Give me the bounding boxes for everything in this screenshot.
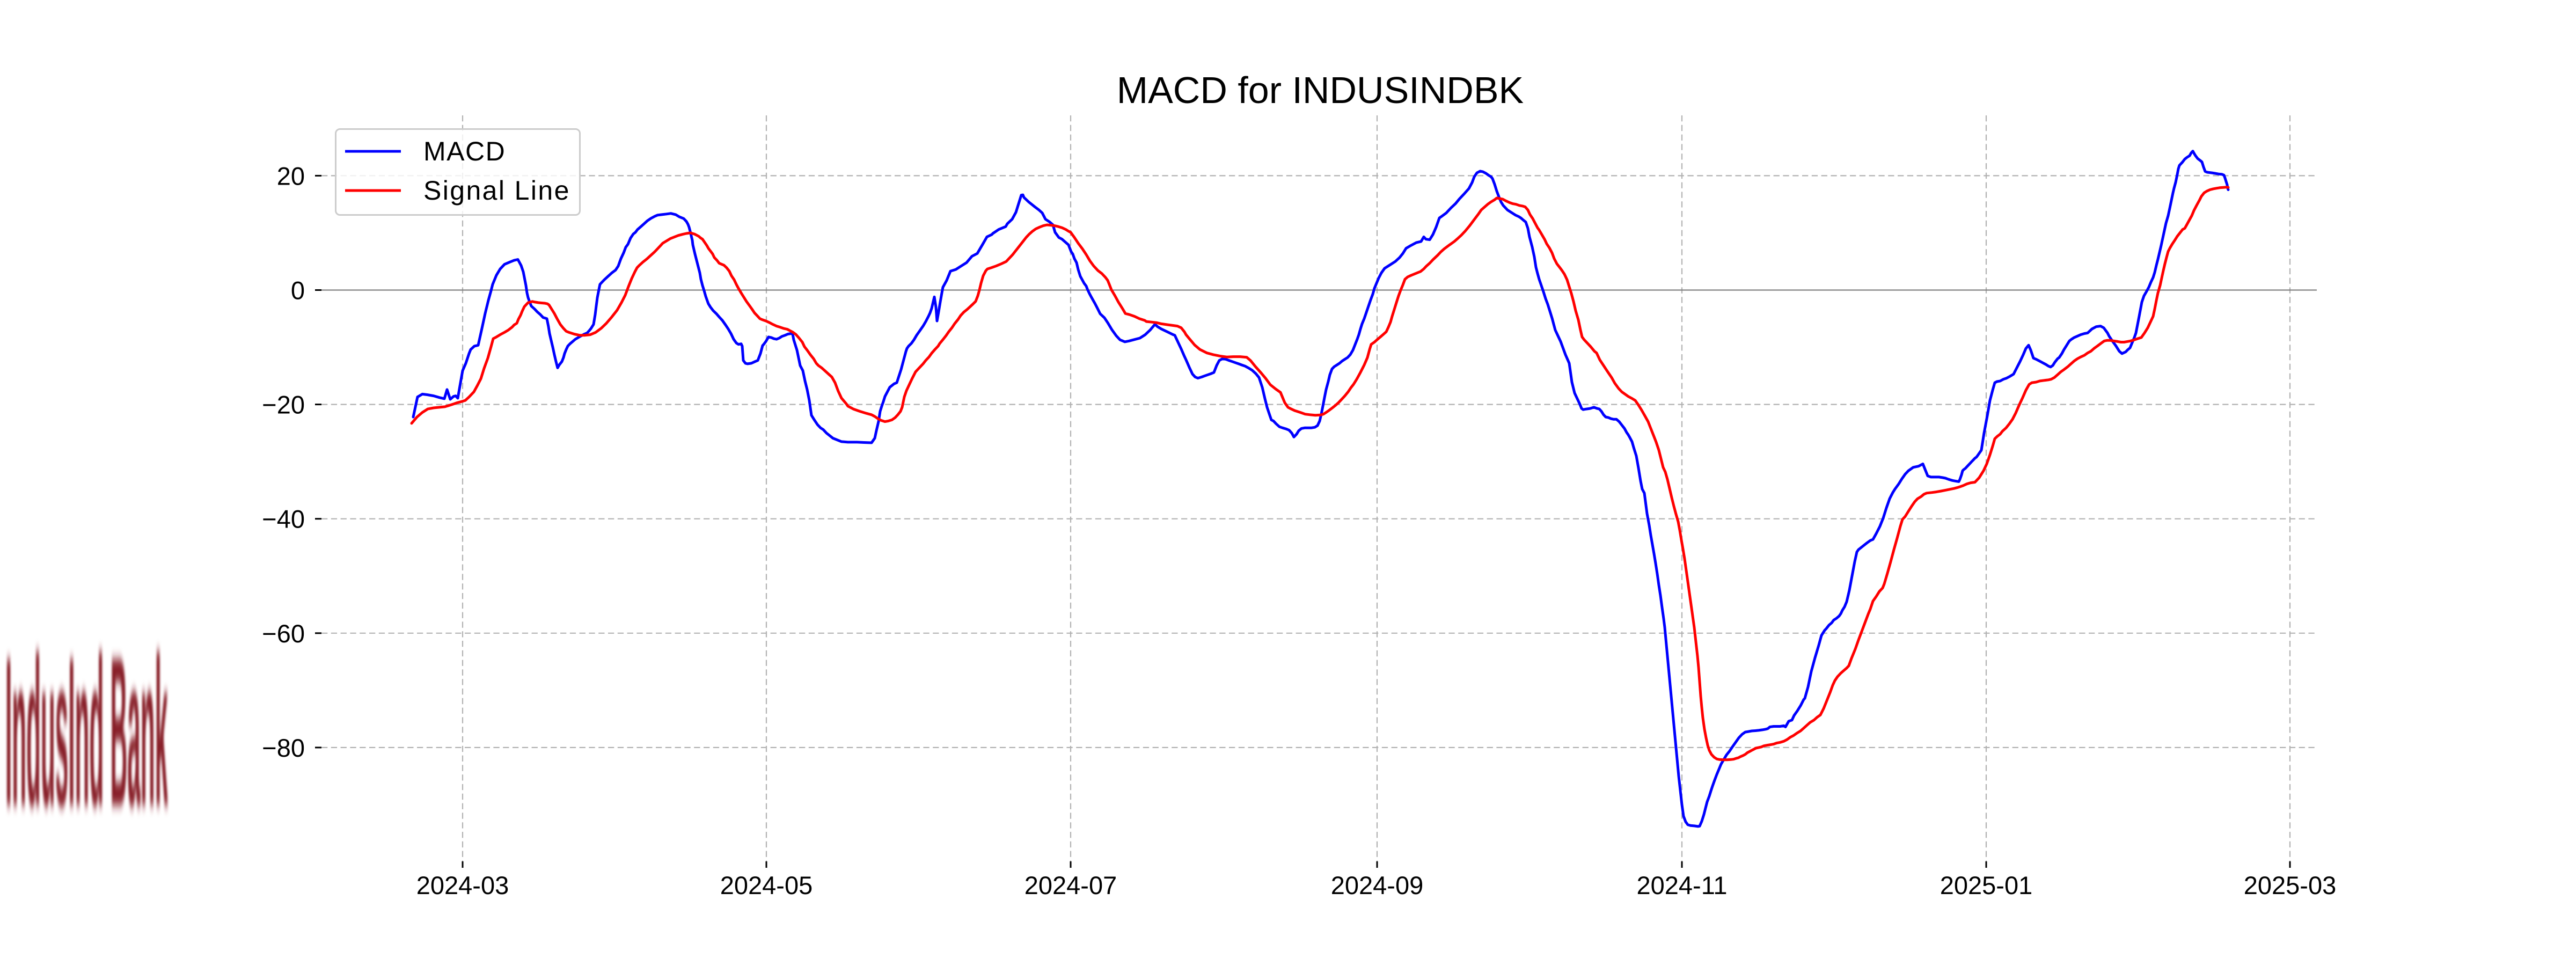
svg-text:MACD for INDUSINDBK: MACD for INDUSINDBK — [1117, 69, 1524, 111]
svg-text:IndusInd Bank: IndusInd Bank — [5, 613, 168, 850]
svg-text:−60: −60 — [262, 619, 305, 648]
svg-text:20: 20 — [277, 162, 305, 190]
svg-text:2024-09: 2024-09 — [1331, 871, 1424, 899]
svg-text:2024-07: 2024-07 — [1024, 871, 1117, 899]
svg-text:−80: −80 — [262, 734, 305, 762]
svg-text:2025-03: 2025-03 — [2244, 871, 2337, 899]
svg-text:−40: −40 — [262, 505, 305, 533]
svg-text:0: 0 — [291, 276, 305, 305]
svg-text:−20: −20 — [262, 391, 305, 419]
svg-text:Signal Line: Signal Line — [423, 175, 570, 206]
svg-text:2024-03: 2024-03 — [416, 871, 509, 899]
svg-text:2024-05: 2024-05 — [720, 871, 813, 899]
svg-text:2024-11: 2024-11 — [1637, 871, 1728, 899]
svg-text:MACD: MACD — [423, 136, 506, 166]
svg-text:2025-01: 2025-01 — [1940, 871, 2033, 899]
